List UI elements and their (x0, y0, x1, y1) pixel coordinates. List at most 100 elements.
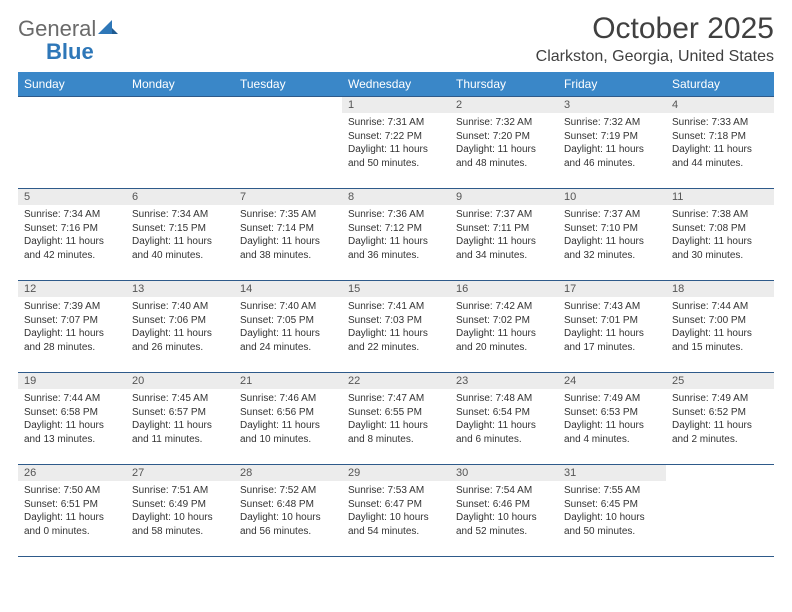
calendar-day-cell: 1Sunrise: 7:31 AMSunset: 7:22 PMDaylight… (342, 97, 450, 189)
day-number: 13 (126, 281, 234, 297)
sunset-text: Sunset: 7:22 PM (348, 130, 444, 144)
sunset-text: Sunset: 6:47 PM (348, 498, 444, 512)
calendar-day-cell: 12Sunrise: 7:39 AMSunset: 7:07 PMDayligh… (18, 281, 126, 373)
day-number: 29 (342, 465, 450, 481)
calendar-day-cell: 2Sunrise: 7:32 AMSunset: 7:20 PMDaylight… (450, 97, 558, 189)
day-details: Sunrise: 7:46 AMSunset: 6:56 PMDaylight:… (234, 389, 342, 450)
day-number: 7 (234, 189, 342, 205)
sunset-text: Sunset: 7:07 PM (24, 314, 120, 328)
sunset-text: Sunset: 6:49 PM (132, 498, 228, 512)
day-number: 3 (558, 97, 666, 113)
daylight-text: Daylight: 11 hours and 30 minutes. (672, 235, 768, 262)
sunrise-text: Sunrise: 7:47 AM (348, 392, 444, 406)
calendar-week-row: 19Sunrise: 7:44 AMSunset: 6:58 PMDayligh… (18, 373, 774, 465)
daylight-text: Daylight: 10 hours and 58 minutes. (132, 511, 228, 538)
daylight-text: Daylight: 11 hours and 13 minutes. (24, 419, 120, 446)
day-details: Sunrise: 7:41 AMSunset: 7:03 PMDaylight:… (342, 297, 450, 358)
calendar-day-cell: 22Sunrise: 7:47 AMSunset: 6:55 PMDayligh… (342, 373, 450, 465)
day-details: Sunrise: 7:36 AMSunset: 7:12 PMDaylight:… (342, 205, 450, 266)
sunset-text: Sunset: 6:53 PM (564, 406, 660, 420)
day-details: Sunrise: 7:48 AMSunset: 6:54 PMDaylight:… (450, 389, 558, 450)
weekday-header: Saturday (666, 72, 774, 97)
daylight-text: Daylight: 11 hours and 42 minutes. (24, 235, 120, 262)
day-number: 31 (558, 465, 666, 481)
calendar-day-cell: 3Sunrise: 7:32 AMSunset: 7:19 PMDaylight… (558, 97, 666, 189)
sunrise-text: Sunrise: 7:36 AM (348, 208, 444, 222)
day-details: Sunrise: 7:31 AMSunset: 7:22 PMDaylight:… (342, 113, 450, 174)
calendar-day-cell: 23Sunrise: 7:48 AMSunset: 6:54 PMDayligh… (450, 373, 558, 465)
daylight-text: Daylight: 11 hours and 40 minutes. (132, 235, 228, 262)
calendar-day-cell: 14Sunrise: 7:40 AMSunset: 7:05 PMDayligh… (234, 281, 342, 373)
daylight-text: Daylight: 10 hours and 56 minutes. (240, 511, 336, 538)
sunrise-text: Sunrise: 7:35 AM (240, 208, 336, 222)
calendar-day-cell (234, 97, 342, 189)
sunset-text: Sunset: 7:02 PM (456, 314, 552, 328)
sunrise-text: Sunrise: 7:43 AM (564, 300, 660, 314)
daylight-text: Daylight: 10 hours and 52 minutes. (456, 511, 552, 538)
calendar-day-cell: 29Sunrise: 7:53 AMSunset: 6:47 PMDayligh… (342, 465, 450, 557)
day-details: Sunrise: 7:55 AMSunset: 6:45 PMDaylight:… (558, 481, 666, 542)
sunset-text: Sunset: 7:03 PM (348, 314, 444, 328)
sunset-text: Sunset: 6:45 PM (564, 498, 660, 512)
sunset-text: Sunset: 7:15 PM (132, 222, 228, 236)
calendar-day-cell: 6Sunrise: 7:34 AMSunset: 7:15 PMDaylight… (126, 189, 234, 281)
sunrise-text: Sunrise: 7:46 AM (240, 392, 336, 406)
sunrise-text: Sunrise: 7:54 AM (456, 484, 552, 498)
calendar-day-cell: 28Sunrise: 7:52 AMSunset: 6:48 PMDayligh… (234, 465, 342, 557)
calendar-day-cell: 19Sunrise: 7:44 AMSunset: 6:58 PMDayligh… (18, 373, 126, 465)
daylight-text: Daylight: 11 hours and 2 minutes. (672, 419, 768, 446)
sunset-text: Sunset: 6:46 PM (456, 498, 552, 512)
calendar-day-cell: 24Sunrise: 7:49 AMSunset: 6:53 PMDayligh… (558, 373, 666, 465)
sunset-text: Sunset: 6:52 PM (672, 406, 768, 420)
header: General Blue October 2025 Clarkston, Geo… (18, 12, 774, 66)
calendar-day-cell: 31Sunrise: 7:55 AMSunset: 6:45 PMDayligh… (558, 465, 666, 557)
weekday-header: Sunday (18, 72, 126, 97)
calendar-day-cell (666, 465, 774, 557)
day-details: Sunrise: 7:38 AMSunset: 7:08 PMDaylight:… (666, 205, 774, 266)
day-number: 25 (666, 373, 774, 389)
daylight-text: Daylight: 11 hours and 15 minutes. (672, 327, 768, 354)
brand-sail-icon (96, 18, 118, 41)
calendar-day-cell: 5Sunrise: 7:34 AMSunset: 7:16 PMDaylight… (18, 189, 126, 281)
day-number: 22 (342, 373, 450, 389)
weekday-header: Monday (126, 72, 234, 97)
sunrise-text: Sunrise: 7:50 AM (24, 484, 120, 498)
sunrise-text: Sunrise: 7:34 AM (132, 208, 228, 222)
sunrise-text: Sunrise: 7:52 AM (240, 484, 336, 498)
sunrise-text: Sunrise: 7:40 AM (132, 300, 228, 314)
day-number: 8 (342, 189, 450, 205)
sunset-text: Sunset: 6:54 PM (456, 406, 552, 420)
calendar-day-cell: 26Sunrise: 7:50 AMSunset: 6:51 PMDayligh… (18, 465, 126, 557)
day-number: 23 (450, 373, 558, 389)
sunrise-text: Sunrise: 7:31 AM (348, 116, 444, 130)
sunrise-text: Sunrise: 7:49 AM (672, 392, 768, 406)
sunset-text: Sunset: 6:51 PM (24, 498, 120, 512)
daylight-text: Daylight: 10 hours and 50 minutes. (564, 511, 660, 538)
day-details: Sunrise: 7:49 AMSunset: 6:52 PMDaylight:… (666, 389, 774, 450)
sunrise-text: Sunrise: 7:53 AM (348, 484, 444, 498)
day-details: Sunrise: 7:33 AMSunset: 7:18 PMDaylight:… (666, 113, 774, 174)
day-number: 11 (666, 189, 774, 205)
calendar-day-cell: 21Sunrise: 7:46 AMSunset: 6:56 PMDayligh… (234, 373, 342, 465)
daylight-text: Daylight: 11 hours and 17 minutes. (564, 327, 660, 354)
calendar-day-cell: 13Sunrise: 7:40 AMSunset: 7:06 PMDayligh… (126, 281, 234, 373)
day-number: 12 (18, 281, 126, 297)
sunrise-text: Sunrise: 7:44 AM (24, 392, 120, 406)
sunset-text: Sunset: 7:12 PM (348, 222, 444, 236)
sunset-text: Sunset: 7:20 PM (456, 130, 552, 144)
day-details: Sunrise: 7:44 AMSunset: 6:58 PMDaylight:… (18, 389, 126, 450)
sunrise-text: Sunrise: 7:37 AM (564, 208, 660, 222)
day-details: Sunrise: 7:54 AMSunset: 6:46 PMDaylight:… (450, 481, 558, 542)
day-details: Sunrise: 7:47 AMSunset: 6:55 PMDaylight:… (342, 389, 450, 450)
daylight-text: Daylight: 11 hours and 26 minutes. (132, 327, 228, 354)
daylight-text: Daylight: 11 hours and 50 minutes. (348, 143, 444, 170)
day-number: 4 (666, 97, 774, 113)
sunrise-text: Sunrise: 7:55 AM (564, 484, 660, 498)
day-number: 10 (558, 189, 666, 205)
daylight-text: Daylight: 11 hours and 20 minutes. (456, 327, 552, 354)
daylight-text: Daylight: 11 hours and 0 minutes. (24, 511, 120, 538)
calendar-week-row: 12Sunrise: 7:39 AMSunset: 7:07 PMDayligh… (18, 281, 774, 373)
calendar-day-cell: 20Sunrise: 7:45 AMSunset: 6:57 PMDayligh… (126, 373, 234, 465)
daylight-text: Daylight: 11 hours and 38 minutes. (240, 235, 336, 262)
sunset-text: Sunset: 7:14 PM (240, 222, 336, 236)
